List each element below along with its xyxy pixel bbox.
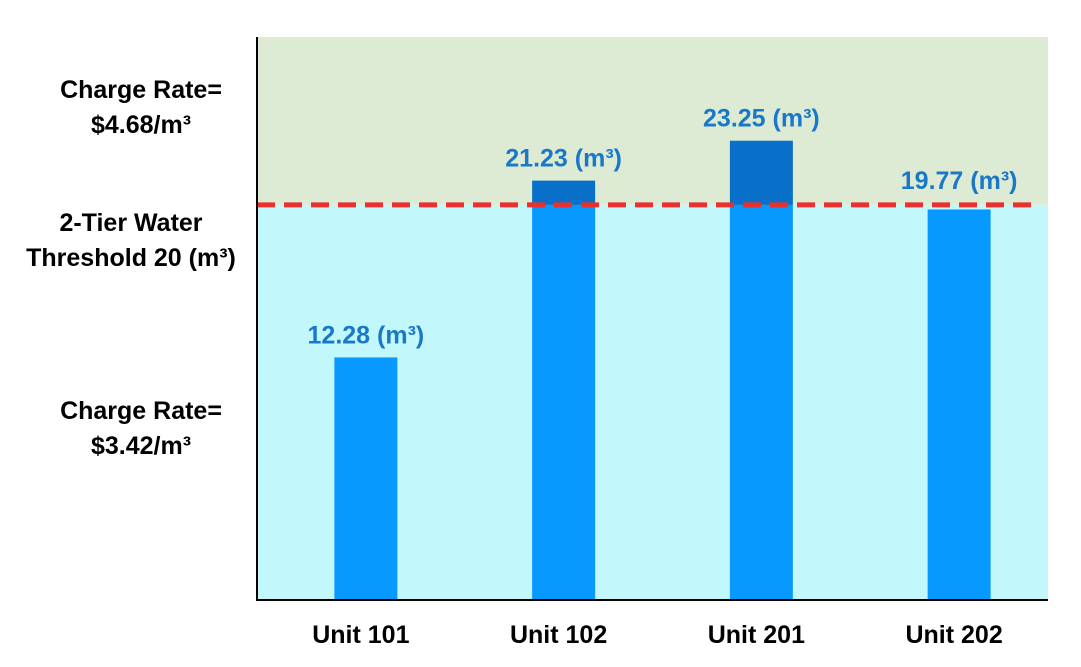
bars-group <box>334 140 991 600</box>
upper-tier-rate-line-2: $4.68/m³ <box>90 111 192 139</box>
data-label-0: 12.28 (m³) <box>308 321 425 349</box>
category-label-0: Unit 101 <box>312 621 409 649</box>
threshold-label-line-1: 2-Tier Water <box>59 209 203 237</box>
bar-2-below-threshold <box>729 204 793 600</box>
bar-0 <box>334 357 398 600</box>
lower-tier-rate-label: Charge Rate= $3.42/m³ <box>16 394 266 464</box>
category-label-3: Unit 202 <box>905 621 1002 649</box>
upper-tier-region <box>257 37 1048 205</box>
lower-tier-rate-line-2: $3.42/m³ <box>90 432 192 460</box>
data-label-2: 23.25 (m³) <box>703 105 820 133</box>
category-label-2: Unit 201 <box>708 621 805 649</box>
data-label-1: 21.23 (m³) <box>505 145 622 173</box>
upper-tier-rate-label: Charge Rate= $4.68/m³ <box>16 73 266 143</box>
category-labels-group: Unit 101 Unit 102 Unit 201 Unit 202 <box>312 621 1003 649</box>
lower-tier-rate-line-1: Charge Rate= <box>60 397 222 425</box>
data-labels-group: 12.28 (m³) 21.23 (m³) 23.25 (m³) 19.77 (m³) <box>308 105 1018 350</box>
threshold-label: 2-Tier Water Threshold 20 (m³) <box>6 206 256 276</box>
threshold-label-line-2: Threshold 20 (m³) <box>26 244 236 272</box>
bar-1-below-threshold <box>532 204 596 600</box>
category-label-1: Unit 102 <box>510 621 607 649</box>
bar-3 <box>927 209 991 600</box>
upper-tier-rate-line-1: Charge Rate= <box>60 76 222 104</box>
data-label-3: 19.77 (m³) <box>901 167 1018 195</box>
bar-2-above-threshold <box>729 140 793 205</box>
bar-1-above-threshold <box>532 180 596 205</box>
